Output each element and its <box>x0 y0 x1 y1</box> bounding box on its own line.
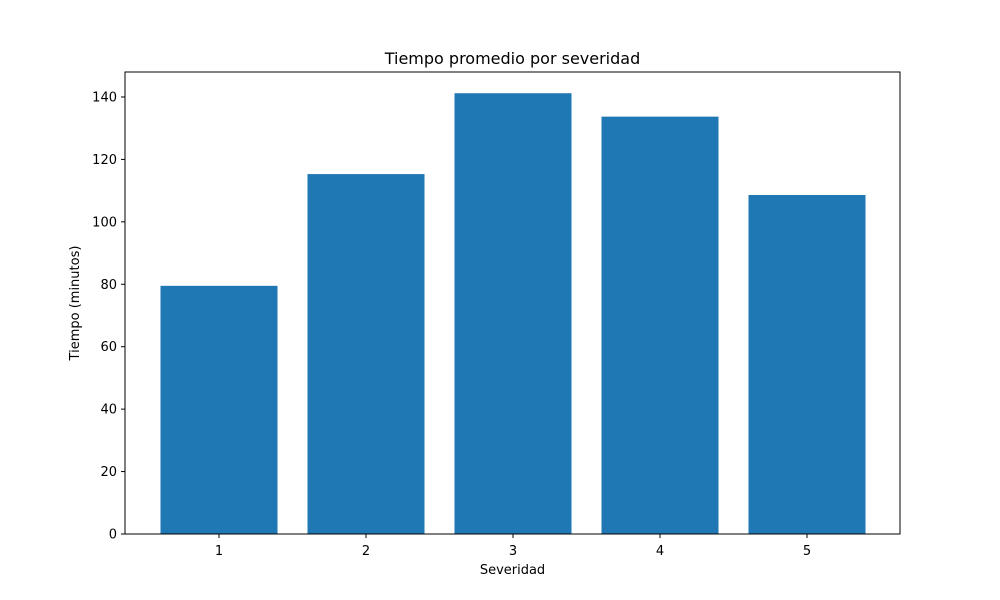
chart-title: Tiempo promedio por severidad <box>384 49 641 68</box>
y-tick-label: 40 <box>100 403 117 418</box>
y-tick-label: 140 <box>92 90 117 105</box>
bar-3 <box>454 93 572 535</box>
x-axis-label: Severidad <box>480 563 545 578</box>
y-tick-label: 60 <box>100 340 117 355</box>
bar-5 <box>748 194 866 535</box>
bar-1 <box>160 285 278 534</box>
y-axis: 0 20 40 60 80 100 120 140 <box>92 90 125 543</box>
y-tick-label: 80 <box>100 278 117 293</box>
y-tick-label: 120 <box>92 153 117 168</box>
y-tick-label: 0 <box>109 528 117 543</box>
y-axis-label: Tiempo (minutos) <box>68 246 83 362</box>
x-axis: 1 2 3 4 5 <box>215 534 811 559</box>
y-tick-label: 20 <box>100 465 117 480</box>
bar-2 <box>307 174 425 534</box>
x-tick-label: 5 <box>803 544 811 559</box>
x-tick-label: 3 <box>509 544 517 559</box>
x-tick-label: 1 <box>215 544 223 559</box>
y-tick-label: 100 <box>92 215 117 230</box>
x-tick-label: 4 <box>656 544 664 559</box>
x-tick-label: 2 <box>362 544 370 559</box>
bars-group <box>160 93 866 535</box>
bar-4 <box>601 116 719 534</box>
